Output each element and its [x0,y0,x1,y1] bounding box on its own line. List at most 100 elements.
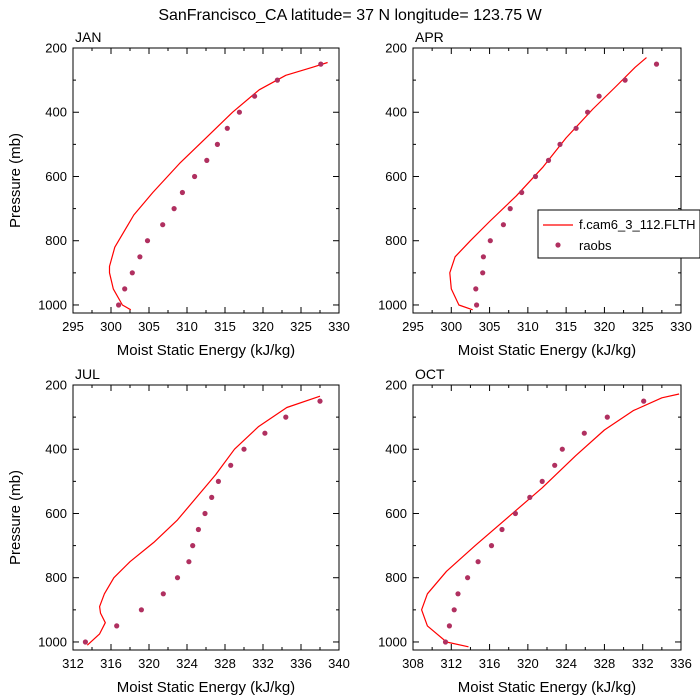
obs-point [138,607,144,613]
obs-point [228,462,234,468]
y-tick-label: 400 [385,105,407,120]
obs-point [559,446,565,452]
x-tick-label: 316 [100,656,122,671]
x-tick-label: 332 [252,656,274,671]
x-tick-label: 330 [328,319,350,334]
panel-title: JAN [75,29,101,45]
x-tick-label: 325 [632,319,654,334]
y-tick-label: 1000 [378,297,407,312]
obs-point [186,559,192,565]
legend-box [537,209,700,259]
x-tick-label: 295 [62,319,84,334]
obs-point [252,93,258,99]
obs-point [116,302,122,308]
x-tick-label: 305 [479,319,501,334]
obs-point [507,206,513,212]
y-tick-label: 1000 [38,634,67,649]
obs-point [552,462,558,468]
obs-point [465,575,471,581]
obs-point [596,93,602,99]
obs-point [204,157,210,163]
obs-point [604,414,610,420]
obs-point [487,238,493,244]
panel-title: APR [415,29,444,45]
obs-point [653,61,660,67]
obs-point [451,607,457,613]
obs-point [442,639,449,645]
obs-point [236,109,242,115]
obs-point [215,478,221,484]
model-profile-line [421,393,680,648]
panel-title: OCT [415,366,445,382]
obs-point [160,222,166,228]
obs-point [474,302,480,308]
model-profile-line [449,57,647,311]
x-tick-label: 312 [62,656,84,671]
y-tick-label: 400 [385,442,407,457]
obs-point [446,623,452,629]
obs-point [581,430,587,436]
y-tick-label: 600 [45,169,67,184]
obs-point [144,238,151,244]
x-tick-label: 320 [517,656,539,671]
x-tick-label: 308 [402,656,424,671]
x-axis-label: Moist Static Energy (kJ/kg) [458,679,636,696]
y-tick-label: 800 [385,570,407,585]
y-axis-label: Pressure (mb) [7,470,24,565]
panels: 295 300 305 310 315 320 325 330 200 400 600 800 1000… [7,29,692,696]
x-tick-label: 300 [440,319,462,334]
x-tick-label: 300 [100,319,122,334]
obs-point [622,77,628,83]
y-tick-label: 800 [385,233,407,248]
obs-point [480,254,486,260]
y-tick-label: 800 [45,233,67,248]
obs-point [557,141,563,147]
y-tick-label: 200 [385,378,407,393]
y-tick-label: 600 [45,506,67,521]
obs-point [179,189,185,196]
obs-point [499,526,505,533]
x-tick-label: 325 [290,319,312,334]
panel-frame [412,47,682,314]
model-profile-line [108,61,328,311]
obs-point [174,575,181,581]
x-tick-label: 310 [517,319,539,334]
obs-point [171,206,177,212]
obs-point [160,591,166,597]
obs-point [129,270,135,276]
obs-point [241,446,247,452]
obs-point [641,398,647,404]
obs-point [539,478,545,484]
x-tick-label: 305 [138,319,160,334]
panel-jan: 295 300 305 310 315 320 325 330 200 400 600 800 1000… [7,29,350,359]
y-tick-label: 200 [385,41,407,56]
x-tick-label: 315 [555,319,577,334]
y-tick-label: 400 [45,442,67,457]
y-axis-label: Pressure (mb) [7,133,24,228]
model-profile-line [86,395,321,646]
obs-point [214,141,220,147]
obs-point [224,125,230,131]
y-tick-label: 600 [385,506,407,521]
x-axis-label: Moist Static Energy (kJ/kg) [117,679,295,696]
x-axis-label: Moist Static Energy (kJ/kg) [117,342,295,359]
obs-point [283,414,289,420]
obs-point [500,222,506,228]
obs-point [274,77,280,83]
y-tick-label: 800 [45,570,67,585]
obs-point [532,173,539,180]
panel-frame [72,384,340,651]
x-tick-label: 312 [440,656,462,671]
x-tick-label: 328 [594,656,616,671]
legend-model-label: f.cam6_3_112.FLTH [579,217,696,232]
obs-point [202,510,208,517]
obs-point [480,270,486,276]
obs-point [475,559,481,565]
x-tick-label: 336 [670,656,692,671]
legend-obs-label: raobs [579,238,612,253]
x-tick-label: 336 [290,656,312,671]
obs-point [122,286,128,292]
y-tick-label: 1000 [38,297,67,312]
obs-point [527,494,533,500]
